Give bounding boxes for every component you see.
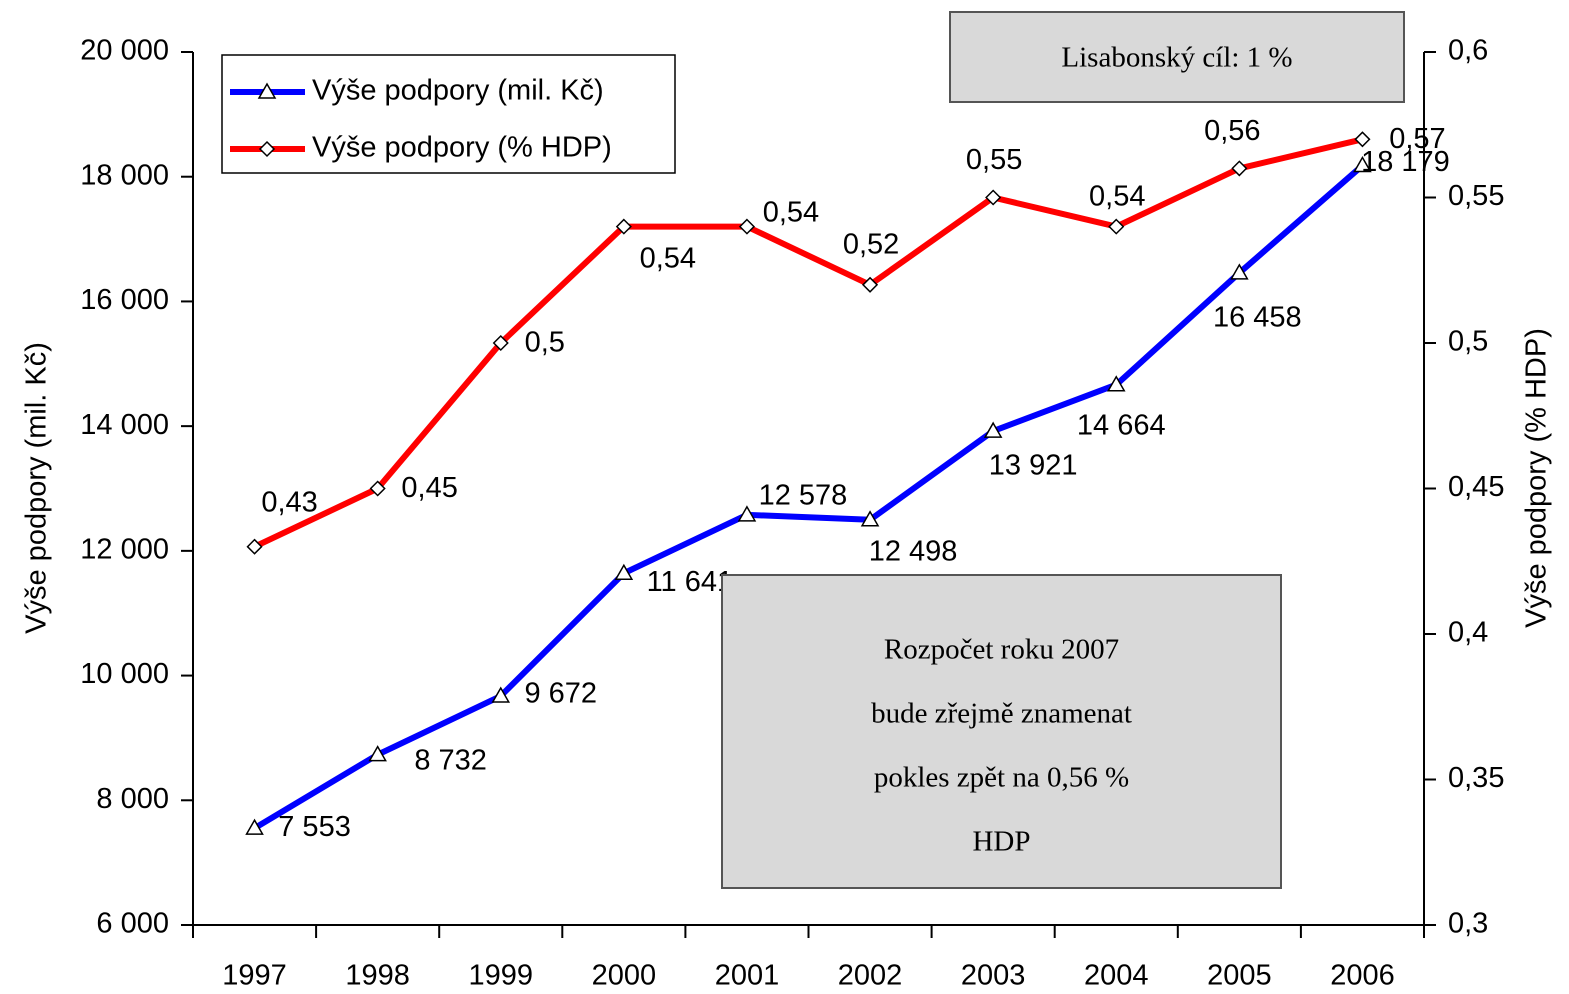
data-label: 0,52 xyxy=(843,228,899,260)
diamond-marker xyxy=(861,276,879,293)
y-tick-label: 10 000 xyxy=(80,658,169,690)
y-tick-label: 18 000 xyxy=(80,159,169,191)
data-label: 0,43 xyxy=(261,486,317,518)
data-label: 14 664 xyxy=(1077,409,1166,441)
y-tick-label: 8 000 xyxy=(96,783,169,815)
series-line xyxy=(253,136,1364,550)
data-label: 0,54 xyxy=(640,242,696,274)
diamond-marker xyxy=(738,218,756,235)
legend-label: Výše podpory (mil. Kč) xyxy=(312,75,604,107)
diamond-marker xyxy=(1231,160,1248,177)
data-label: 7 553 xyxy=(278,811,351,843)
y2-tick-label: 0,45 xyxy=(1448,471,1504,503)
triangle-marker xyxy=(368,745,387,762)
x-tick-label: 1999 xyxy=(468,960,533,992)
y-axis-label: Výše podpory (mil. Kč) xyxy=(21,342,53,634)
diamond-marker xyxy=(1108,218,1125,235)
series-line xyxy=(253,163,1365,831)
data-label: 0,55 xyxy=(966,144,1022,176)
y2-tick-label: 0,6 xyxy=(1448,35,1488,67)
legend-label: Výše podpory (% HDP) xyxy=(312,132,612,164)
diamond-marker xyxy=(492,334,509,352)
triangle-marker xyxy=(860,510,880,527)
y-tick-label: 20 000 xyxy=(80,35,169,67)
diamond-marker xyxy=(985,189,1002,206)
triangle-marker xyxy=(614,563,634,580)
data-label: 8 732 xyxy=(414,744,487,776)
x-tick-label: 2000 xyxy=(592,960,657,992)
diamond-marker xyxy=(615,218,632,235)
data-label: 9 672 xyxy=(524,678,597,710)
x-tick-label: 2006 xyxy=(1330,960,1395,992)
annotation-box xyxy=(721,574,1282,889)
annotation-text: Rozpočet roku 2007 xyxy=(884,634,1119,666)
y2-axis-label: Výše podpory (% HDP) xyxy=(1521,328,1553,628)
triangle-marker xyxy=(1353,156,1372,173)
triangle-marker xyxy=(245,818,264,835)
annotation-text: bude zřejmě znamenat xyxy=(871,698,1132,730)
data-label: 0,54 xyxy=(763,196,819,228)
data-label: 12 498 xyxy=(869,535,958,567)
data-label: 0,5 xyxy=(525,327,565,359)
y-tick-label: 12 000 xyxy=(80,534,169,566)
data-label: 18 179 xyxy=(1361,146,1450,178)
annotation-text: Lisabonský cíl: 1 % xyxy=(1061,42,1292,74)
y2-tick-label: 0,55 xyxy=(1448,180,1504,212)
data-label: 0,45 xyxy=(401,472,457,504)
diamond-marker xyxy=(246,538,263,555)
x-tick-label: 1998 xyxy=(345,960,410,992)
triangle-marker xyxy=(1106,375,1126,392)
y-tick-label: 16 000 xyxy=(80,284,169,316)
annotation-box xyxy=(949,11,1405,103)
triangle-marker xyxy=(257,82,277,99)
y2-tick-label: 0,3 xyxy=(1448,908,1488,940)
annotation-text: HDP xyxy=(972,826,1030,858)
data-label: 0,56 xyxy=(1204,115,1260,147)
x-tick-label: 2001 xyxy=(715,960,780,992)
x-tick-label: 2004 xyxy=(1084,960,1149,992)
y2-tick-label: 0,5 xyxy=(1448,326,1488,358)
data-label: 11 641 xyxy=(647,566,734,598)
x-tick-label: 2003 xyxy=(961,960,1026,992)
annotation-text: pokles zpět na 0,56 % xyxy=(874,762,1129,794)
x-tick-label: 2005 xyxy=(1207,960,1272,992)
legend-box xyxy=(221,54,676,174)
y-tick-label: 14 000 xyxy=(80,409,169,441)
y2-tick-label: 0,35 xyxy=(1448,762,1504,794)
triangle-marker xyxy=(491,686,511,703)
x-tick-label: 2002 xyxy=(838,960,903,992)
x-tick-label: 1997 xyxy=(222,960,287,992)
y-tick-label: 6 000 xyxy=(96,908,169,940)
diamond-marker xyxy=(1354,131,1371,148)
data-label: 13 921 xyxy=(989,450,1078,482)
triangle-marker xyxy=(737,505,757,522)
data-label: 0,57 xyxy=(1389,123,1445,155)
triangle-marker xyxy=(983,421,1003,438)
data-label: 0,54 xyxy=(1089,180,1145,212)
diamond-marker xyxy=(258,140,276,158)
legend: Výše podpory (mil. Kč) Výše podpory (% HD… xyxy=(221,54,676,174)
y2-tick-label: 0,4 xyxy=(1448,617,1488,649)
data-label: 16 458 xyxy=(1213,302,1302,334)
triangle-marker xyxy=(1230,263,1249,280)
diamond-marker xyxy=(369,480,386,497)
data-label: 12 578 xyxy=(759,479,848,511)
